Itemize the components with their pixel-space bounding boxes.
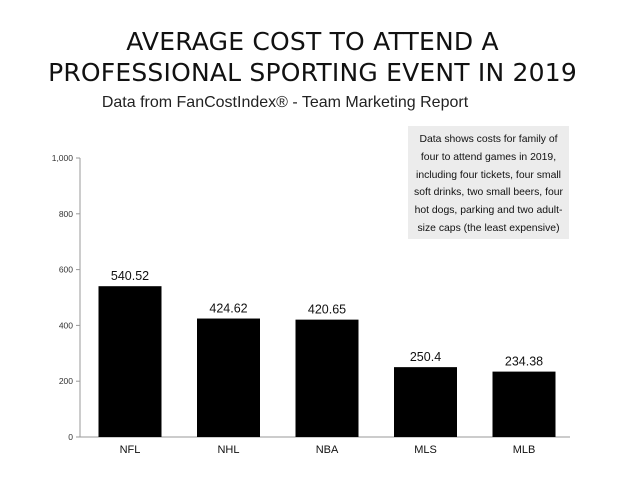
y-tick-label: 800	[59, 209, 73, 219]
bar-nhl	[197, 318, 260, 437]
chart-title: AVERAGE COST TO ATTEND A PROFESSIONAL SP…	[0, 26, 625, 88]
bar-layer: 540.52 NFL 424.62 NHL 420.65 NBA 250.4 MLS 234.3…	[98, 269, 556, 456]
chart-subtitle: Data from FanCostIndex® - Team Marketing…	[101, 94, 469, 111]
bar-mlb	[492, 371, 556, 437]
data-label: 540.52	[111, 269, 149, 283]
x-tick-label: NFL	[120, 444, 141, 456]
chart-title-line-1: AVERAGE COST TO ATTEND A	[126, 27, 499, 56]
y-tick-label: 1,000	[52, 153, 74, 163]
x-tick-label: NHL	[217, 444, 239, 456]
chart-note: Data shows costs for family of four to a…	[408, 126, 569, 239]
data-label: 420.65	[308, 303, 346, 317]
x-tick-label: MLS	[414, 444, 437, 456]
y-tick-label: 200	[59, 376, 73, 386]
x-tick-label: NBA	[316, 444, 339, 456]
y-tick-label: 400	[59, 320, 73, 330]
data-label: 234.38	[505, 355, 543, 369]
y-tick-label: 600	[59, 265, 73, 275]
data-label: 250.4	[410, 350, 441, 364]
chart-title-line-2: PROFESSIONAL SPORTING EVENT IN 2019	[48, 58, 577, 87]
y-tick-label: 0	[68, 432, 73, 442]
data-label: 424.62	[209, 302, 247, 316]
bar-mls	[394, 367, 457, 437]
bar-nfl	[98, 286, 162, 437]
bar-nba	[295, 319, 359, 437]
x-tick-label: MLB	[513, 444, 536, 456]
